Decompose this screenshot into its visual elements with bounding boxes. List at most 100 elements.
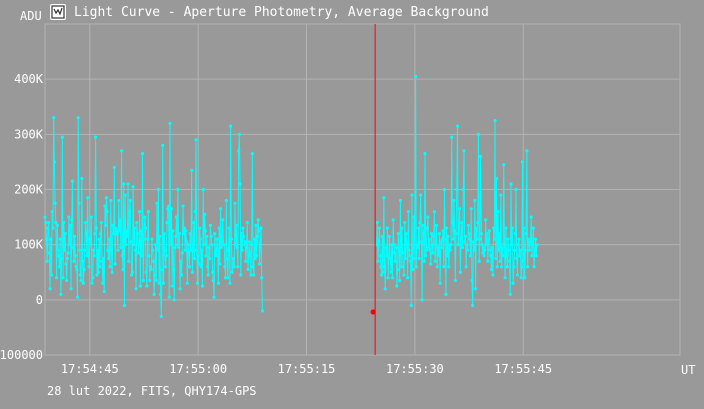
data-point	[484, 243, 488, 247]
data-point	[174, 215, 179, 219]
data-point	[122, 303, 127, 307]
data-point	[140, 254, 144, 258]
data-point	[73, 254, 77, 258]
data-point	[456, 243, 460, 247]
data-point	[114, 229, 119, 233]
data-point	[400, 226, 404, 230]
data-point	[395, 267, 400, 272]
cursor-layer[interactable]	[370, 24, 376, 355]
data-point	[121, 267, 125, 272]
data-point	[512, 248, 517, 252]
data-point	[245, 221, 249, 225]
data-point	[253, 256, 257, 261]
data-point	[442, 265, 446, 269]
data-point	[236, 265, 240, 269]
data-point	[381, 270, 385, 274]
data-point	[112, 165, 116, 170]
chart-grid	[44, 23, 681, 356]
data-point	[514, 187, 518, 192]
data-point	[198, 237, 202, 241]
data-point	[81, 281, 85, 285]
data-point	[506, 237, 510, 241]
window-title-bar[interactable]: Light Curve - Aperture Photometry, Avera…	[50, 2, 489, 22]
data-point	[387, 234, 392, 238]
data-point	[398, 278, 402, 283]
data-point	[184, 240, 189, 244]
data-point	[145, 284, 149, 288]
data-point	[205, 265, 210, 269]
data-point	[54, 221, 58, 225]
data-point	[520, 160, 525, 164]
data-point	[83, 221, 88, 225]
data-point	[101, 281, 105, 285]
data-point	[397, 248, 401, 252]
data-point	[246, 267, 250, 272]
data-point	[445, 254, 449, 258]
data-point	[60, 135, 64, 139]
data-point	[212, 295, 216, 299]
data-point	[226, 276, 230, 280]
data-point	[148, 265, 153, 269]
data-point	[205, 234, 209, 238]
data-point	[249, 273, 253, 277]
data-point	[474, 226, 478, 230]
data-point	[408, 254, 412, 258]
data-point	[515, 273, 520, 277]
data-point	[175, 243, 179, 247]
data-point	[67, 243, 72, 247]
y-axis-tick-labels: -100000 0 100K 200K 300K 400K	[0, 72, 44, 362]
data-point	[518, 254, 522, 258]
data-point	[396, 232, 400, 236]
data-point	[187, 265, 192, 269]
data-point	[227, 226, 231, 230]
data-point	[504, 226, 508, 230]
data-point	[437, 232, 442, 236]
light-curve-app-icon[interactable]	[50, 4, 66, 20]
data-point	[60, 256, 64, 261]
data-point	[229, 237, 233, 241]
data-point	[134, 287, 138, 291]
data-point	[251, 265, 255, 269]
data-point	[424, 248, 429, 252]
data-point	[525, 149, 529, 153]
data-point	[181, 204, 185, 208]
data-point	[379, 265, 383, 269]
data-point	[59, 292, 63, 296]
data-point	[391, 218, 395, 222]
data-point	[451, 237, 455, 241]
data-point	[105, 209, 109, 214]
data-point	[46, 226, 50, 230]
data-point	[242, 234, 246, 238]
data-point	[247, 240, 252, 244]
data-point	[190, 270, 194, 274]
data-point	[199, 265, 203, 269]
data-point	[71, 245, 75, 250]
data-point	[518, 248, 522, 252]
data-point	[471, 303, 475, 307]
data-point	[520, 265, 524, 269]
data-point	[217, 226, 221, 230]
data-point	[430, 243, 434, 247]
data-point	[171, 229, 175, 233]
data-point	[126, 182, 130, 186]
data-point	[94, 226, 98, 230]
data-point	[385, 226, 390, 230]
data-point	[492, 237, 496, 241]
data-point	[117, 198, 121, 203]
data-point	[171, 267, 176, 272]
data-point	[428, 248, 432, 252]
data-point	[177, 232, 181, 236]
data-point	[401, 265, 405, 269]
y-tick-label: 300K	[14, 127, 44, 141]
data-point	[102, 289, 106, 294]
data-point	[221, 218, 225, 222]
data-point	[84, 232, 88, 236]
data-point	[197, 262, 201, 266]
data-point	[63, 232, 67, 236]
data-point	[247, 254, 251, 258]
data-point	[513, 232, 517, 236]
data-point	[120, 254, 124, 258]
data-point	[43, 215, 47, 219]
data-point	[433, 259, 437, 263]
